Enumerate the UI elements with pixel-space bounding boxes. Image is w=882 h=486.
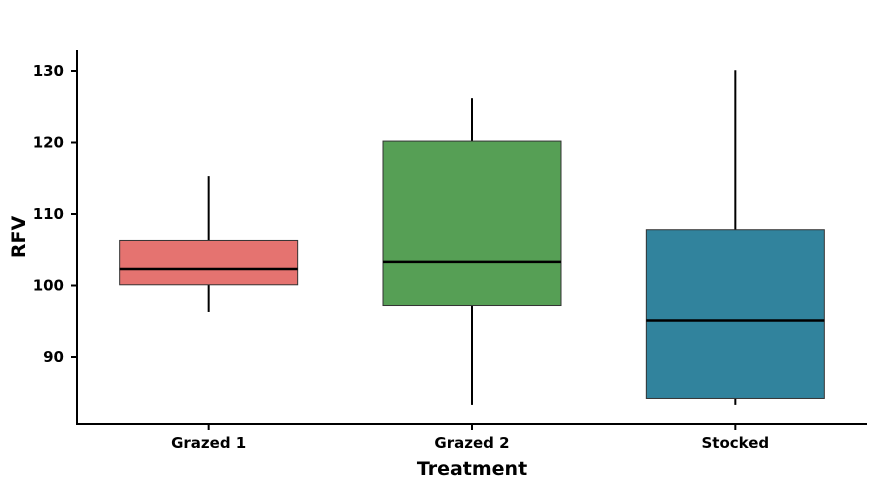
y-tick-label: 120 [33, 134, 64, 152]
box-group [645, 70, 825, 405]
x-tick-label: Stocked [702, 434, 770, 452]
y-axis-title: RFV [8, 216, 30, 259]
y-tick-label: 90 [43, 348, 64, 366]
y-axis-ticks: 90 100 110 120 130 [33, 62, 77, 366]
iqr-box [382, 140, 562, 307]
y-tick-label: 110 [33, 205, 64, 223]
y-tick-label: 130 [33, 62, 64, 80]
iqr-box [119, 239, 299, 286]
iqr-box [645, 229, 825, 399]
x-axis-ticks: Grazed 1 Grazed 2 Stocked [171, 424, 769, 452]
x-tick-label: Grazed 1 [171, 434, 246, 452]
box-group [382, 98, 562, 405]
x-axis-title: Treatment [417, 458, 527, 480]
plot-area [119, 70, 825, 405]
x-tick-label: Grazed 2 [434, 434, 509, 452]
y-tick-label: 100 [33, 277, 64, 295]
box-group [119, 176, 299, 312]
